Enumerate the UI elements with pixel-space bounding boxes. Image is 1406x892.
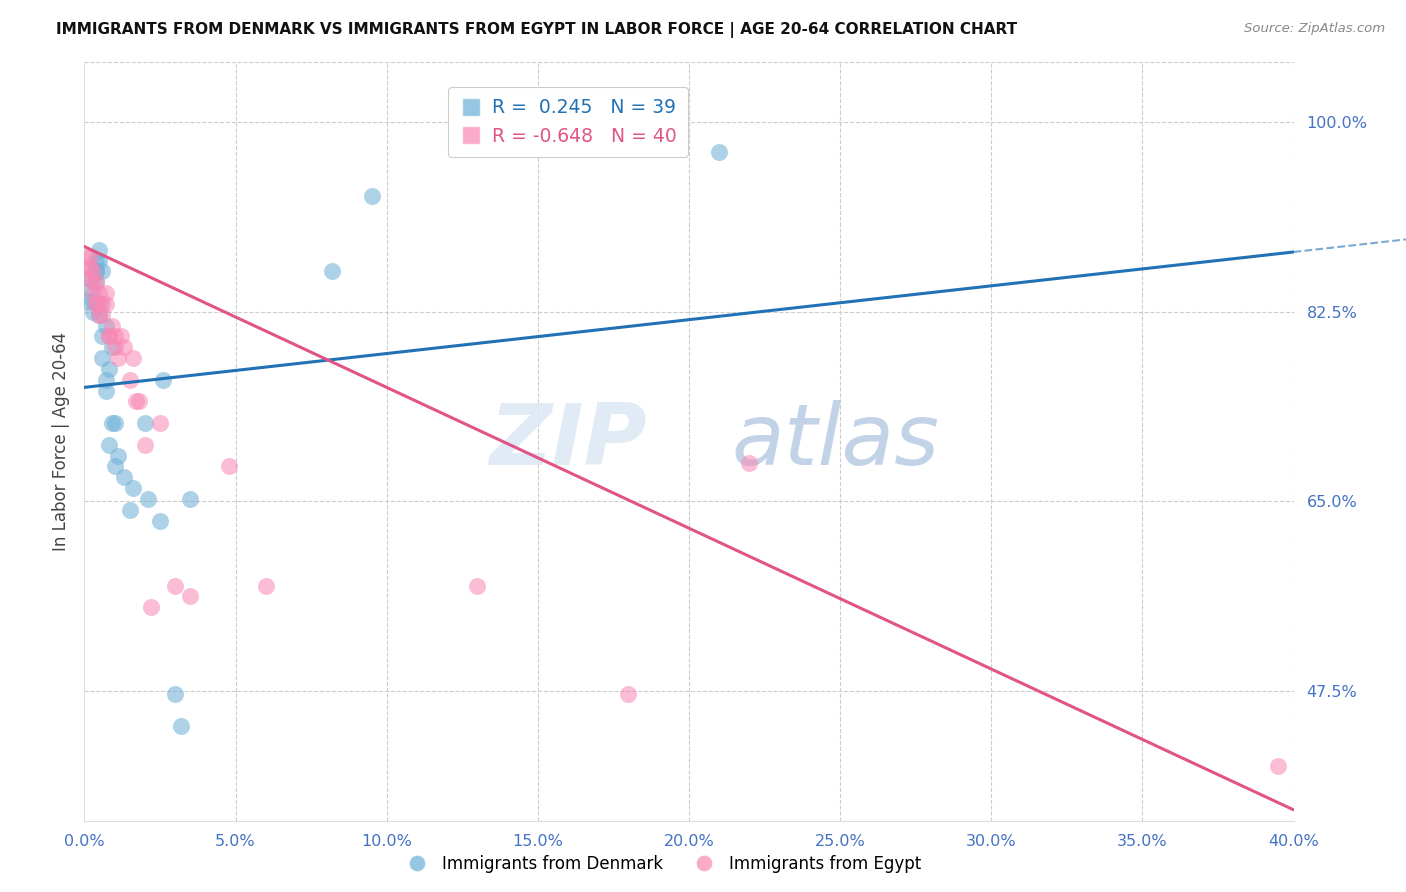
Point: [97, 362, 120, 376]
Point: [128, 394, 150, 409]
Point: [89, 308, 111, 322]
Point: [165, 578, 187, 592]
Point: [738, 456, 761, 470]
Point: [94, 384, 117, 398]
Point: [121, 481, 143, 495]
Point: [86, 297, 108, 311]
Point: [86, 297, 108, 311]
Point: [82, 293, 104, 308]
Point: [89, 253, 111, 268]
Point: [170, 719, 193, 733]
Point: [91, 329, 114, 343]
Point: [82, 275, 104, 289]
Point: [121, 351, 143, 366]
Point: [254, 578, 277, 592]
Point: [86, 264, 108, 278]
Point: [110, 329, 132, 343]
Point: [149, 416, 172, 430]
Point: [100, 340, 122, 354]
Point: [165, 687, 187, 701]
Point: [91, 264, 114, 278]
Point: [1267, 759, 1289, 773]
Point: [82, 264, 104, 278]
Text: IMMIGRANTS FROM DENMARK VS IMMIGRANTS FROM EGYPT IN LABOR FORCE | AGE 20-64 CORR: IMMIGRANTS FROM DENMARK VS IMMIGRANTS FR…: [56, 22, 1018, 38]
Point: [89, 286, 111, 301]
Point: [136, 491, 159, 506]
Point: [107, 449, 129, 463]
Point: [82, 304, 104, 318]
Point: [100, 318, 122, 333]
Point: [617, 687, 640, 701]
Point: [94, 297, 117, 311]
Point: [112, 340, 135, 354]
Point: [89, 243, 111, 257]
Point: [118, 373, 141, 387]
Point: [94, 318, 117, 333]
Point: [86, 275, 108, 289]
Point: [91, 351, 114, 366]
Text: ZIP: ZIP: [489, 400, 647, 483]
Point: [134, 416, 156, 430]
Point: [86, 264, 108, 278]
Point: [179, 590, 201, 604]
Point: [86, 275, 108, 289]
Point: [89, 297, 111, 311]
Legend: Immigrants from Denmark, Immigrants from Egypt: Immigrants from Denmark, Immigrants from…: [394, 848, 928, 880]
Point: [152, 373, 174, 387]
Point: [79, 283, 101, 297]
Point: [79, 251, 101, 265]
Point: [91, 297, 114, 311]
Point: [104, 340, 127, 354]
Point: [218, 459, 240, 474]
Point: [118, 502, 141, 516]
Point: [149, 514, 172, 528]
Point: [94, 286, 117, 301]
Text: Source: ZipAtlas.com: Source: ZipAtlas.com: [1244, 22, 1385, 36]
Point: [104, 459, 127, 474]
Point: [321, 264, 343, 278]
Point: [104, 416, 127, 430]
Point: [467, 578, 489, 592]
Point: [104, 329, 127, 343]
Point: [360, 188, 382, 202]
Point: [97, 329, 120, 343]
Legend: R =  0.245   N = 39, R = -0.648   N = 40: R = 0.245 N = 39, R = -0.648 N = 40: [449, 87, 688, 157]
Point: [76, 261, 98, 276]
Point: [97, 329, 120, 343]
Point: [134, 438, 156, 452]
Point: [89, 308, 111, 322]
Point: [79, 261, 101, 276]
Y-axis label: In Labor Force | Age 20-64: In Labor Force | Age 20-64: [52, 332, 70, 551]
Point: [179, 491, 201, 506]
Point: [76, 293, 98, 308]
Point: [112, 470, 135, 484]
Point: [100, 416, 122, 430]
Point: [79, 272, 101, 286]
Point: [94, 373, 117, 387]
Point: [97, 438, 120, 452]
Point: [79, 272, 101, 286]
Point: [91, 308, 114, 322]
Point: [139, 600, 162, 615]
Point: [86, 253, 108, 268]
Text: atlas: atlas: [731, 400, 939, 483]
Point: [107, 351, 129, 366]
Point: [76, 251, 98, 265]
Point: [709, 145, 731, 160]
Point: [82, 286, 104, 301]
Point: [125, 394, 148, 409]
